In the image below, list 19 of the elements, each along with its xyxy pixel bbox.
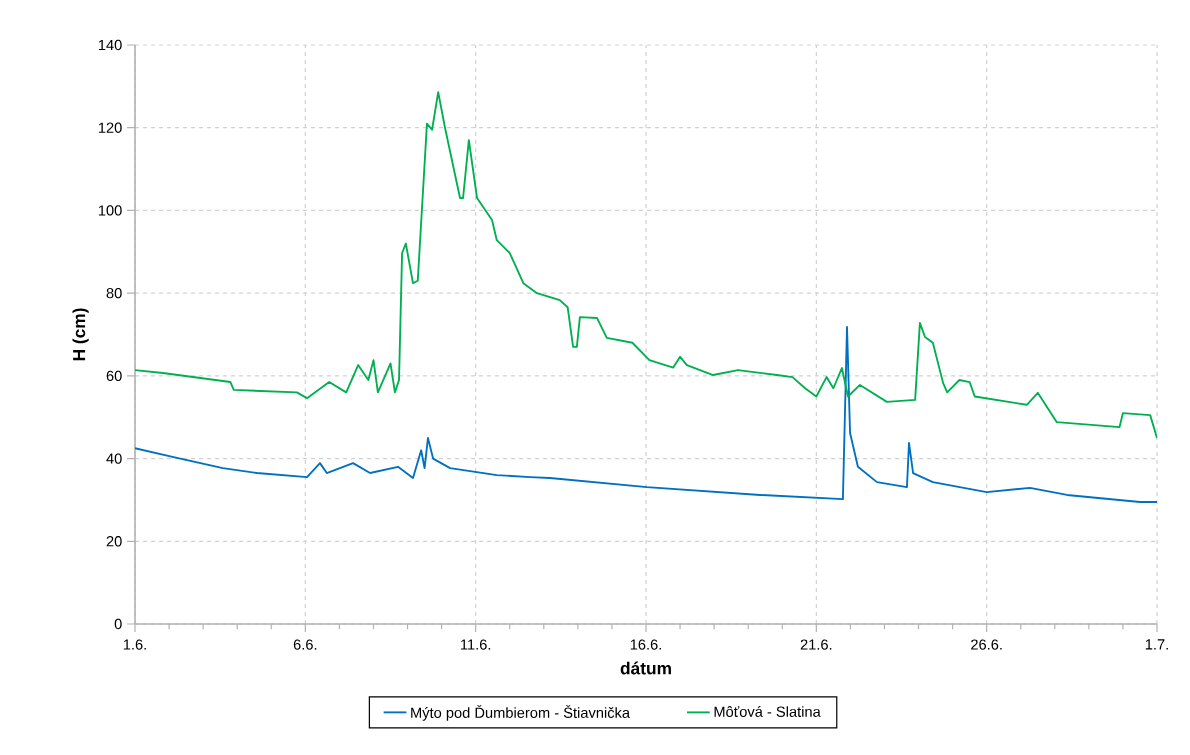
x-tick-label: 1.6. [123,639,146,650]
y-tick-label: 0 [114,618,122,630]
y-tick-label: 120 [98,122,122,133]
x-tick-label: 11.6. [461,639,491,650]
legend-label: Mýto pod Ďumbierom - Štiavnička [411,704,631,721]
x-tick-label: 1.7. [1145,639,1168,650]
x-tick-label: 16.6. [630,639,661,650]
x-axis-title: dátum [620,661,671,675]
y-tick-label: 60 [106,370,122,382]
y-tick-label: 40 [106,453,122,464]
x-tick-label: 26.6. [971,639,1002,650]
y-tick-label: 100 [98,205,122,216]
y-tick-label: 80 [106,287,122,299]
legend-label: Môťová - Slatina [714,705,821,717]
x-tick-label: 21.6. [800,639,832,650]
y-tick-label: 140 [98,39,122,51]
y-axis-title: H (cm) [72,308,89,361]
y-tick-label: 20 [106,536,122,547]
x-tick-label: 6.6. [293,639,317,650]
